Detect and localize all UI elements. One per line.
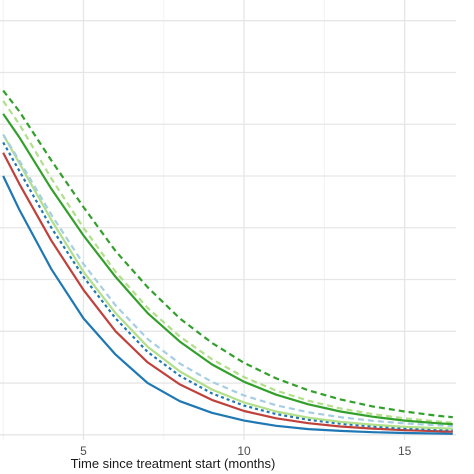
major-gridlines	[0, 0, 456, 440]
minor-gridlines	[2, 0, 325, 440]
x-tick-label: 15	[398, 444, 412, 458]
series-line-7	[2, 113, 453, 426]
series-line-3	[2, 141, 453, 432]
series-line-1	[2, 175, 453, 435]
series-line-8	[2, 89, 453, 419]
x-tick-labels: 5 10 15	[80, 444, 411, 458]
series-line-2	[2, 152, 453, 433]
series-line-5	[2, 134, 453, 428]
series-lines	[2, 89, 453, 435]
series-line-6	[2, 100, 453, 424]
series-line-4	[2, 134, 453, 430]
x-tick-label: 10	[237, 444, 251, 458]
x-axis-title: Time since treatment start (months)	[71, 456, 276, 471]
x-tick-label: 5	[80, 444, 87, 458]
